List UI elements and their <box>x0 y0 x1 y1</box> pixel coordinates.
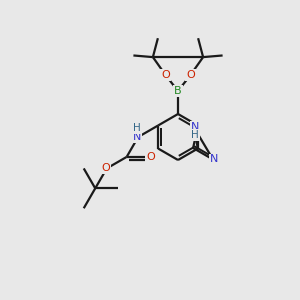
Text: O: O <box>186 70 195 80</box>
Text: N: N <box>191 122 199 132</box>
Text: H: H <box>191 130 199 140</box>
Text: O: O <box>161 70 170 80</box>
Text: O: O <box>101 164 110 173</box>
Text: O: O <box>146 152 155 162</box>
Text: B: B <box>174 86 182 96</box>
Text: H: H <box>133 123 141 133</box>
Text: N: N <box>133 132 141 142</box>
Text: N: N <box>210 154 218 164</box>
